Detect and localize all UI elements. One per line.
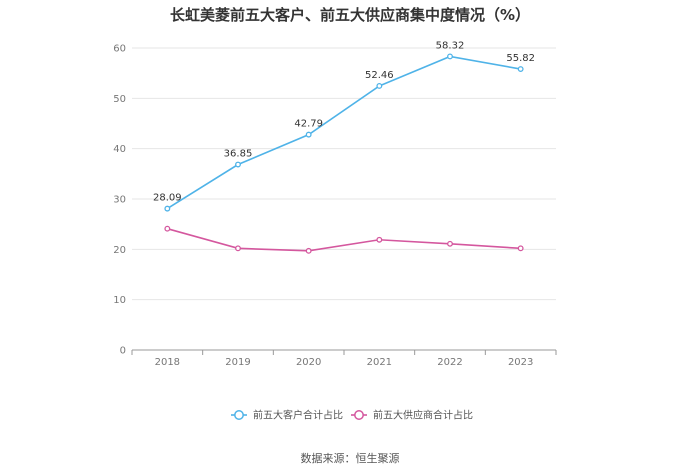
data-point	[376, 236, 383, 243]
data-label: 58.32	[436, 40, 465, 51]
data-point	[517, 245, 524, 252]
data-point	[447, 53, 453, 60]
data-point	[517, 66, 524, 72]
data-label: 42.79	[294, 119, 323, 130]
y-tick-label: 10	[113, 295, 126, 306]
legend-marker-1	[354, 410, 364, 420]
x-tick-label: 2019	[225, 357, 250, 368]
data-point	[305, 131, 312, 138]
y-tick-label: 20	[113, 245, 126, 256]
legend: 前五大客户合计占比 前五大供应商合计占比	[231, 409, 473, 422]
source-note: 数据来源：恒生聚源	[300, 452, 400, 465]
grid-layer	[132, 47, 556, 301]
data-label: 52.46	[365, 70, 394, 81]
series-line-0	[166, 55, 521, 210]
legend-marker-0	[234, 410, 244, 420]
data-point	[235, 161, 241, 168]
data-label: 55.82	[506, 53, 535, 64]
x-tick-label: 2023	[508, 357, 533, 368]
x-tick-label: 2022	[437, 357, 462, 368]
y-tick-label: 30	[113, 195, 126, 206]
x-tick-label: 2018	[155, 357, 180, 368]
legend-label-0: 前五大客户合计占比	[253, 409, 343, 422]
data-point	[305, 247, 312, 254]
legend-label-1: 前五大供应商合计占比	[373, 409, 473, 422]
x-tick-label: 2021	[367, 357, 392, 368]
data-point	[376, 83, 383, 89]
series-layer	[164, 53, 524, 254]
data-point	[235, 245, 241, 252]
data-label-layer: 28.09 36.85 42.79 52.46 58.32 55.82	[153, 40, 535, 203]
y-tick-label: 60	[113, 44, 126, 55]
data-point	[164, 225, 171, 232]
data-label: 36.85	[224, 149, 253, 160]
x-tick-label: 2020	[296, 357, 321, 368]
data-point	[164, 205, 171, 212]
series-line-1	[167, 227, 521, 252]
axis-layer: 0 10 20 30 40 50 60 2018 2019 2020 2021 2022 2023	[113, 44, 557, 368]
y-tick-label: 0	[120, 346, 126, 357]
y-tick-label: 40	[113, 144, 126, 155]
y-tick-label: 50	[113, 94, 126, 105]
data-label: 28.09	[153, 193, 182, 204]
data-point	[447, 240, 453, 247]
chart-title: 长虹美菱前五大客户、前五大供应商集中度情况（%）	[169, 6, 531, 24]
